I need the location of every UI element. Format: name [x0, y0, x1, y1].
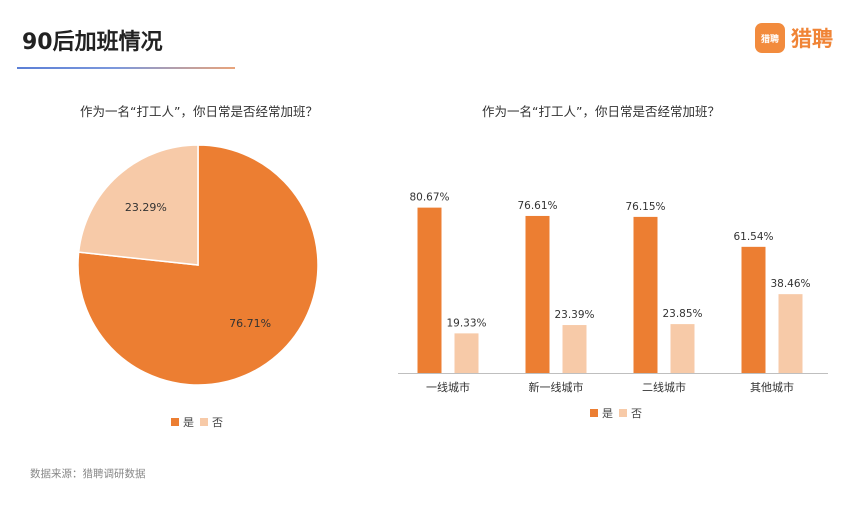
- bar-label-no-0: 19.33%: [446, 317, 486, 329]
- pie-legend-item-no: 否: [200, 414, 223, 430]
- bar-label-yes-2: 76.15%: [625, 201, 665, 213]
- bar-label-yes-1: 76.61%: [517, 200, 557, 212]
- bar-yes-2: [633, 216, 658, 373]
- bar-no-2: [670, 324, 695, 373]
- bar-legend-label-no: 否: [631, 407, 642, 420]
- bar-category-label-3: 其他城市: [750, 380, 794, 394]
- pie-legend-swatch-no: [200, 418, 208, 426]
- pie-legend-label-yes: 是: [183, 416, 194, 429]
- pie-label-yes: 76.71%: [229, 317, 271, 330]
- bar-yes-1: [525, 215, 550, 373]
- pie-legend-swatch-yes: [171, 418, 179, 426]
- page-title: 90后加班情况: [22, 30, 163, 55]
- bar-label-no-3: 38.46%: [770, 278, 810, 290]
- bar-legend: 是 否: [590, 405, 648, 421]
- bar-legend-swatch-yes: [590, 409, 598, 417]
- pie-label-no: 23.29%: [125, 201, 167, 214]
- bar-yes-0: [417, 207, 442, 373]
- bar-category-label-0: 一线城市: [426, 380, 470, 394]
- title-underline: [17, 67, 235, 69]
- bar-label-yes-0: 80.67%: [409, 192, 449, 204]
- bar-legend-item-no: 否: [619, 405, 642, 421]
- bar-category-label-2: 二线城市: [642, 380, 686, 394]
- bar-no-0: [454, 333, 479, 373]
- bar-label-yes-3: 61.54%: [733, 231, 773, 243]
- logo-text: 猎聘: [791, 27, 833, 51]
- bar-label-no-2: 23.85%: [662, 308, 702, 320]
- bar-label-no-1: 23.39%: [554, 309, 594, 321]
- pie-legend: 是 否: [171, 414, 229, 430]
- data-source-note: 数据来源：猎聘调研数据: [30, 468, 146, 480]
- bar-legend-item-yes: 是: [590, 405, 613, 421]
- pie-chart-title: 作为一名“打工人”，你日常是否经常加班？: [80, 104, 318, 119]
- bar-yes-3: [741, 246, 766, 373]
- bar-legend-swatch-no: [619, 409, 627, 417]
- bar-category-label-1: 新一线城市: [529, 380, 584, 394]
- logo-badge: 猎聘: [755, 23, 785, 53]
- pie-slice-no: [77, 144, 199, 266]
- pie-legend-label-no: 否: [212, 416, 223, 429]
- pie-legend-item-yes: 是: [171, 414, 194, 430]
- liepin-logo: 猎聘 猎聘: [755, 23, 833, 53]
- bar-chart-title: 作为一名“打工人”，你日常是否经常加班？: [482, 104, 720, 119]
- bar-no-3: [778, 294, 803, 373]
- bar-legend-label-yes: 是: [602, 407, 613, 420]
- bar-no-1: [562, 325, 587, 373]
